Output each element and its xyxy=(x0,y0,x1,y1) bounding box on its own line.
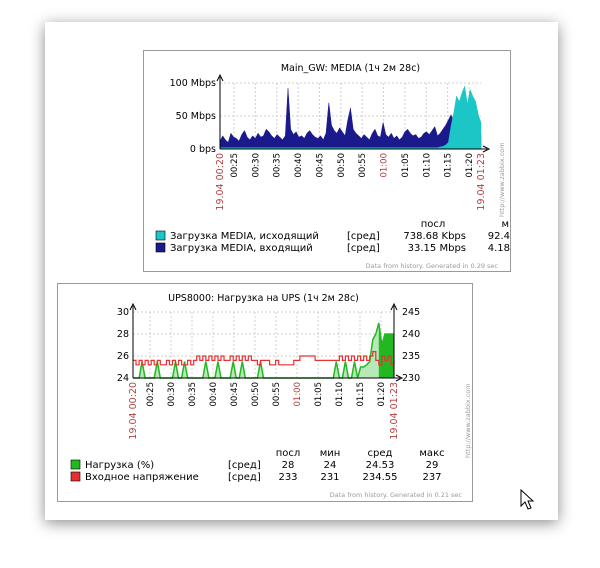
y-tick-label: 26 xyxy=(117,351,129,362)
x-axis-arrow xyxy=(395,374,404,382)
x-tick-label: 01:05 xyxy=(314,382,324,407)
legend-header: макс xyxy=(419,448,444,459)
legend-name: Нагрузка (%) xyxy=(85,460,154,471)
x-tick-label: 00:55 xyxy=(272,382,282,407)
x-tick-label: 00:30 xyxy=(251,153,261,178)
y-axis-right-arrow xyxy=(390,302,398,311)
legend-name: Входное напряжение xyxy=(85,472,199,483)
chart-title: UPS8000: Нагрузка на UPS (1ч 2м 28с) xyxy=(168,293,359,304)
y-tick-label: 50 Mbps xyxy=(176,111,216,122)
x-start-label: 19.04 00:20 xyxy=(128,382,139,440)
x-tick-label: 01:10 xyxy=(335,382,345,407)
legend-value: 234.55 xyxy=(363,472,398,483)
legend-swatch xyxy=(155,230,166,241)
legend-value: 92.4 xyxy=(488,231,510,242)
legend-stat-type: [сред] xyxy=(347,243,380,254)
series-load-peak xyxy=(378,323,394,378)
x-end-label: 19.04 01:23 xyxy=(476,153,487,211)
x-tick-label: 01:20 xyxy=(377,382,387,407)
chart-main-gw-media-svg: Main_GW: MEDIA (1ч 2м 28с) 100 Mbps 50 Mbp… xyxy=(155,63,510,270)
legend-value: 4.18 xyxy=(488,243,510,254)
chart-ups8000-load-svg: UPS8000: Нагрузка на UPS (1ч 2м 28с) 30 28… xyxy=(70,293,472,499)
legend-stat-type: [сред] xyxy=(347,231,380,242)
x-tick-label: 00:50 xyxy=(251,382,261,407)
x-tick-label: 00:45 xyxy=(315,153,325,178)
chart-footer: Data from history. Generated in 0.29 sec xyxy=(366,262,499,270)
y-right-tick-label: 245 xyxy=(402,307,420,318)
chart-watermark: http://www.zabbix.com xyxy=(498,142,506,217)
x-start-label: 19.04 00:20 xyxy=(215,153,226,211)
legend-value: 233 xyxy=(278,472,297,483)
mouse-cursor-icon xyxy=(520,489,534,510)
x-axis-arrow xyxy=(482,145,491,153)
x-tick-label: 00:30 xyxy=(167,382,177,407)
y-axis-arrow xyxy=(129,302,137,311)
x-tick-label: 01:15 xyxy=(356,382,366,407)
legend-header: посл xyxy=(276,448,301,459)
chart-main-gw-media: Main_GW: MEDIA (1ч 2м 28с) 100 Mbps 50 Mbp… xyxy=(143,50,511,272)
x-tick-label: 00:35 xyxy=(273,153,283,178)
x-tick-label: 01:05 xyxy=(401,153,411,178)
legend-value: 33.15 Mbps xyxy=(408,243,466,254)
y-tick-label: 28 xyxy=(117,329,129,340)
x-tick-label: 01:00 xyxy=(380,153,390,178)
legend-swatch xyxy=(70,471,81,482)
legend-header: посл xyxy=(421,219,446,230)
chart-watermark: http://www.zabbix.com xyxy=(464,383,472,458)
x-tick-label: 00:35 xyxy=(188,382,198,407)
x-tick-label: 00:50 xyxy=(337,153,347,178)
y-tick-label: 30 xyxy=(117,307,129,318)
legend-value: 28 xyxy=(282,460,295,471)
legend-value: 29 xyxy=(426,460,439,471)
y-right-tick-label: 230 xyxy=(402,373,420,384)
series-area-1 xyxy=(219,88,482,150)
legend-header: сред xyxy=(368,448,393,459)
chart-ups8000-load: UPS8000: Нагрузка на UPS (1ч 2м 28с) 30 28… xyxy=(57,283,473,502)
x-tick-label: 00:40 xyxy=(209,382,219,407)
y-axis-arrow xyxy=(216,73,224,82)
legend-swatch xyxy=(155,242,166,253)
chart-footer: Data from history. Generated in 0.21 sec xyxy=(330,491,463,499)
legend-name: Загрузка MEDIA, исходящий xyxy=(170,231,319,242)
x-tick-label: 00:40 xyxy=(294,153,304,178)
legend-value: 24 xyxy=(324,460,337,471)
legend-stat-type: [сред] xyxy=(228,460,261,471)
chart-title: Main_GW: MEDIA (1ч 2м 28с) xyxy=(281,63,420,74)
legend-name: Загрузка MEDIA, входящий xyxy=(170,243,313,254)
x-tick-label: 00:55 xyxy=(358,153,368,178)
x-tick-label: 01:00 xyxy=(293,382,303,407)
x-tick-label: 00:25 xyxy=(230,153,240,178)
x-tick-label: 01:10 xyxy=(422,153,432,178)
legend-value: 24.53 xyxy=(366,460,395,471)
legend-header: мин xyxy=(320,448,341,459)
x-end-label: 19.04 01:23 xyxy=(389,382,400,440)
y-tick-label: 100 Mbps xyxy=(170,78,216,89)
y-tick-label: 0 bps xyxy=(190,144,216,155)
x-tick-label: 01:15 xyxy=(444,153,454,178)
x-tick-label: 00:25 xyxy=(146,382,156,407)
legend-value: 231 xyxy=(320,472,339,483)
series-area-0 xyxy=(219,85,482,150)
y-tick-label: 24 xyxy=(117,373,129,384)
legend-header: м xyxy=(501,219,509,230)
legend-swatch xyxy=(70,459,81,470)
x-tick-label: 01:20 xyxy=(465,153,475,178)
legend-stat-type: [сред] xyxy=(228,472,261,483)
series-voltage-line xyxy=(133,351,395,366)
x-tick-label: 00:45 xyxy=(230,382,240,407)
y-right-tick-label: 235 xyxy=(402,351,420,362)
legend-value: 237 xyxy=(422,472,441,483)
legend-value: 738.68 Kbps xyxy=(403,231,466,242)
y-right-tick-label: 240 xyxy=(402,329,420,340)
